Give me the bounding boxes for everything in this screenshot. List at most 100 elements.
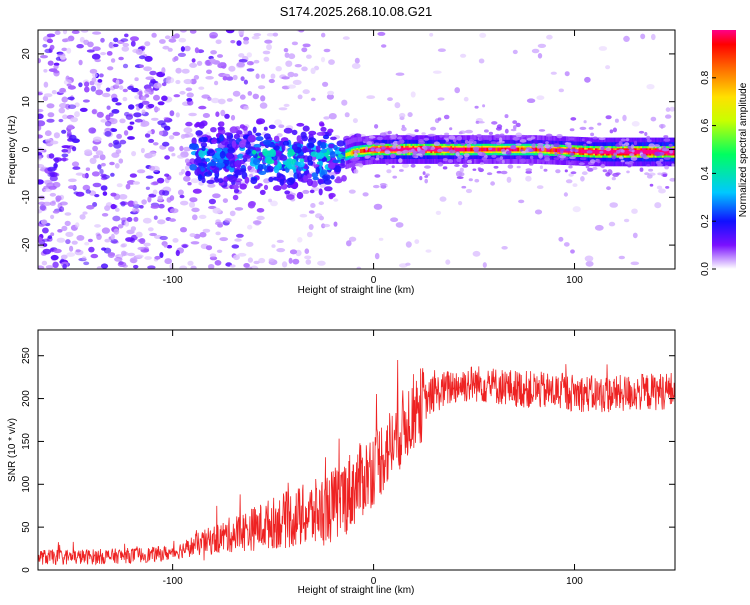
spectrogram-noise-cell bbox=[113, 43, 119, 48]
spectrogram-signal-cell bbox=[239, 124, 246, 129]
spectrogram-noise-cell bbox=[184, 45, 191, 52]
spectrogram-signal-cell bbox=[211, 138, 218, 144]
spectrogram-band-cell bbox=[457, 147, 460, 152]
spectrogram-noise-cell bbox=[134, 77, 139, 82]
spectrogram-signal-cell bbox=[273, 165, 280, 174]
spectrogram-noise-cell bbox=[270, 200, 278, 207]
spectrogram-band-cell bbox=[539, 147, 542, 152]
spectrogram-noise-cell bbox=[183, 175, 191, 182]
spectrogram-noise-cell bbox=[57, 229, 63, 233]
spectrogram-noise-cell bbox=[119, 85, 124, 90]
spectrogram-noise-cell bbox=[585, 260, 594, 267]
spectrogram-halo-cell bbox=[512, 120, 518, 124]
spectrogram-signal-cell bbox=[194, 123, 199, 128]
spectrogram-band-cell bbox=[515, 147, 518, 152]
spectrogram-band-cell bbox=[557, 148, 560, 153]
spectrogram-noise-cell bbox=[161, 95, 168, 102]
spectrogram-halo-cell bbox=[614, 118, 619, 123]
spectrogram-noise-cell bbox=[61, 47, 68, 52]
spectrogram-noise-cell bbox=[67, 96, 75, 101]
spectrogram-noise-cell bbox=[40, 219, 48, 225]
spectrogram-band-cell bbox=[367, 148, 370, 153]
spectrogram-noise-cell bbox=[140, 45, 146, 50]
spectrogram-band-cell bbox=[578, 149, 581, 154]
spectrogram-noise-cell bbox=[219, 62, 225, 67]
spectrogram-band-cell bbox=[345, 152, 348, 157]
spectrogram-halo-cell bbox=[528, 148, 534, 153]
spectrogram-halo-cell bbox=[588, 126, 594, 130]
spectrogram-noise-cell bbox=[94, 194, 100, 198]
spectrogram-noise-cell bbox=[245, 266, 253, 269]
spectrogram-signal-cell bbox=[234, 160, 242, 168]
spectrogram-signal-cell bbox=[201, 177, 206, 184]
spectrogram-signal-cell bbox=[195, 156, 202, 164]
spectrogram-signal-cell bbox=[195, 130, 203, 136]
spectrogram-noise-cell bbox=[563, 242, 570, 247]
spectrogram-signal-cell bbox=[239, 183, 247, 190]
spectrogram-halo-cell bbox=[516, 165, 521, 169]
spectrogram-signal-cell bbox=[234, 169, 244, 176]
spectrogram-halo-cell bbox=[439, 134, 443, 138]
spectrogram-noise-cell bbox=[222, 198, 228, 204]
spectrogram-halo-cell bbox=[630, 156, 638, 161]
spectrogram-halo-cell bbox=[379, 132, 387, 137]
spectrogram-band-cell bbox=[461, 147, 464, 152]
spectrogram-signal-cell bbox=[322, 157, 328, 162]
spectrogram-noise-cell bbox=[531, 48, 540, 54]
spectrogram-noise-cell bbox=[245, 241, 254, 247]
spectrogram-noise-cell bbox=[189, 62, 198, 68]
spectrogram-signal-cell bbox=[253, 143, 262, 149]
spectrogram-band-cell bbox=[524, 147, 527, 152]
spectrogram-noise-cell bbox=[106, 51, 113, 56]
spectrogram-noise-cell bbox=[256, 215, 265, 221]
spectrogram-noise-cell bbox=[179, 90, 186, 95]
spectrogram-signal-cell bbox=[330, 175, 335, 180]
spectrogram-noise-cell bbox=[294, 63, 302, 68]
spectrogram-signal-cell bbox=[336, 140, 345, 147]
spectrogram-noise-cell bbox=[572, 183, 578, 188]
spectrogram-halo-cell bbox=[496, 124, 503, 129]
spectrogram-band-cell bbox=[665, 150, 668, 154]
spectrogram-band-cell bbox=[627, 150, 630, 154]
spectrogram-band-cell bbox=[495, 147, 498, 152]
spectrogram-halo-cell bbox=[491, 121, 498, 125]
spectrogram-noise-cell bbox=[246, 61, 254, 66]
spectrogram-halo-cell bbox=[386, 169, 392, 174]
spectrogram-noise-cell bbox=[262, 50, 271, 55]
spectrogram-noise-cell bbox=[121, 46, 130, 52]
spectrogram-signal-cell bbox=[302, 147, 308, 154]
spectrogram-noise-cell bbox=[75, 249, 81, 253]
spectrogram-noise-cell bbox=[185, 165, 190, 171]
spectrogram-noise-cell bbox=[42, 227, 49, 234]
spectrogram-signal-cell bbox=[256, 208, 265, 213]
spectrogram-halo-cell bbox=[583, 120, 587, 124]
spectrogram-noise-cell bbox=[310, 67, 316, 75]
spectrogram-noise-cell bbox=[46, 33, 56, 38]
spectrogram-halo-cell bbox=[397, 140, 401, 145]
spectrogram-halo-cell bbox=[653, 144, 660, 148]
spectrogram-noise-cell bbox=[158, 130, 164, 136]
spectrogram-noise-cell bbox=[605, 65, 611, 70]
spectrogram-halo-cell bbox=[423, 137, 430, 141]
spectrogram-noise-cell bbox=[236, 233, 244, 238]
spectrogram-noise-cell bbox=[162, 190, 170, 196]
spectrogram-noise-cell bbox=[598, 46, 608, 51]
spectrogram-halo-cell bbox=[445, 138, 449, 142]
spectrogram-signal-cell bbox=[320, 122, 325, 127]
spectrogram-noise-cell bbox=[321, 32, 326, 38]
spectrogram-noise-cell bbox=[99, 168, 104, 175]
spectrogram-halo-cell bbox=[458, 131, 463, 135]
spectrogram-noise-cell bbox=[102, 92, 111, 98]
x-tick-label: 100 bbox=[566, 576, 583, 587]
spectrogram-halo-cell bbox=[481, 156, 487, 161]
spectrogram-halo-cell bbox=[612, 127, 618, 133]
spectrogram-signal-cell bbox=[242, 154, 252, 159]
spectrogram-noise-cell bbox=[322, 81, 329, 87]
spectrogram-noise-cell bbox=[66, 252, 76, 257]
spectrogram-halo-cell bbox=[458, 172, 465, 177]
spectrogram-noise-cell bbox=[356, 266, 362, 269]
spectrogram-noise-cell bbox=[537, 43, 547, 49]
spectrogram-band-cell bbox=[676, 146, 678, 158]
spectrogram-noise-cell bbox=[230, 40, 236, 44]
